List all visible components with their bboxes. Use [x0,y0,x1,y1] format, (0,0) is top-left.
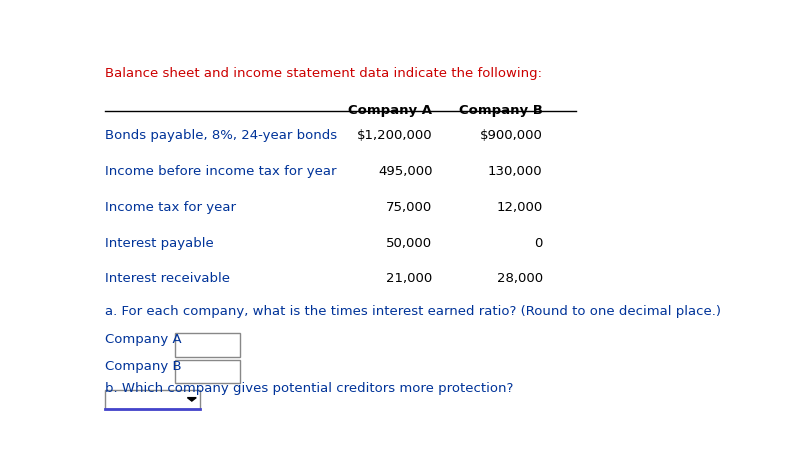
Text: 28,000: 28,000 [496,272,543,286]
Text: 50,000: 50,000 [386,237,432,250]
Text: Income before income tax for year: Income before income tax for year [105,165,337,178]
Text: 21,000: 21,000 [386,272,432,286]
Text: 495,000: 495,000 [378,165,432,178]
Text: Bonds payable, 8%, 24-year bonds: Bonds payable, 8%, 24-year bonds [105,129,337,142]
Text: 75,000: 75,000 [386,201,432,214]
Text: Balance sheet and income statement data indicate the following:: Balance sheet and income statement data … [105,66,542,80]
Text: Company A: Company A [105,333,182,346]
Text: Company A: Company A [348,104,432,117]
Text: $900,000: $900,000 [480,129,543,142]
Text: 130,000: 130,000 [488,165,543,178]
Text: Interest payable: Interest payable [105,237,213,250]
Text: 12,000: 12,000 [496,201,543,214]
Text: 0: 0 [534,237,543,250]
Text: Company B: Company B [105,360,182,373]
Text: Interest receivable: Interest receivable [105,272,230,286]
Text: Company B: Company B [459,104,543,117]
Text: b. Which company gives potential creditors more protection?: b. Which company gives potential credito… [105,382,514,395]
FancyBboxPatch shape [175,360,239,384]
Text: Income tax for year: Income tax for year [105,201,236,214]
FancyBboxPatch shape [105,390,200,409]
FancyBboxPatch shape [175,333,239,357]
Text: $1,200,000: $1,200,000 [357,129,432,142]
Polygon shape [187,398,196,401]
Text: a. For each company, what is the times interest earned ratio? (Round to one deci: a. For each company, what is the times i… [105,305,720,318]
